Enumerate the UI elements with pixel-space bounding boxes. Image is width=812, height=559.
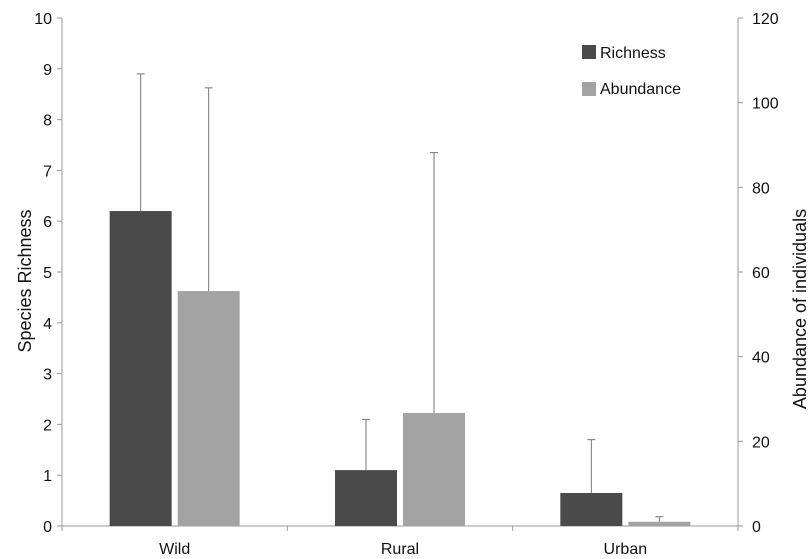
- legend-label-abundance: Abundance: [600, 81, 681, 98]
- bar-richness: [109, 211, 172, 527]
- y-tick-right-label: 120: [752, 11, 779, 28]
- y-axis-title-left: Species Richness: [15, 209, 35, 352]
- y-tick-left-label: 2: [43, 417, 52, 434]
- legend-label-richness: Richness: [600, 45, 666, 62]
- y-tick-left-label: 5: [43, 265, 52, 282]
- y-tick-right-label: 60: [752, 265, 770, 282]
- x-tick-label: Rural: [381, 541, 419, 558]
- bar-richness: [335, 470, 397, 526]
- legend-swatch-richness: [582, 45, 596, 59]
- y-tick-right-label: 80: [752, 180, 770, 197]
- axes: [57, 17, 743, 531]
- bar-abundance: [177, 291, 240, 526]
- y-axis-title-right: Abundance of individuals: [790, 209, 810, 409]
- y-tick-right-label: 40: [752, 350, 770, 367]
- y-tick-left-label: 6: [43, 214, 52, 231]
- y-tick-left-label: 1: [43, 468, 52, 485]
- y-tick-left-label: 7: [43, 163, 52, 180]
- x-tick-label: Wild: [159, 541, 190, 558]
- y-tick-left-label: 4: [43, 316, 52, 333]
- bar-abundance: [403, 412, 465, 526]
- bar-richness: [560, 492, 623, 526]
- legend: Richness Abundance: [582, 45, 681, 98]
- y-tick-left-label: 8: [43, 113, 52, 130]
- y-tick-left-label: 9: [43, 62, 52, 79]
- x-tick-label: Urban: [604, 541, 648, 558]
- y-tick-right-label: 100: [752, 96, 779, 113]
- y-tick-left-label: 10: [34, 11, 52, 28]
- y-tick-left-label: 0: [43, 519, 52, 536]
- y-tick-right-label: 0: [752, 519, 761, 536]
- legend-swatch-abundance: [582, 82, 596, 96]
- y-tick-right-label: 20: [752, 434, 770, 451]
- bar-abundance: [628, 521, 691, 526]
- bars: [109, 73, 691, 527]
- y-tick-left-label: 3: [43, 367, 52, 384]
